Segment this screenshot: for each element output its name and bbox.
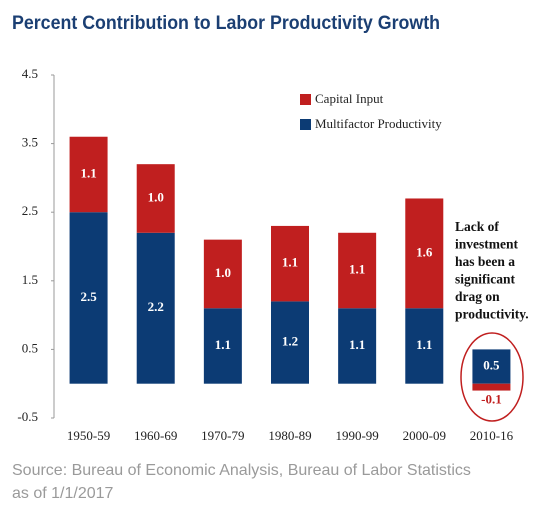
data-label: -0.1 xyxy=(481,392,502,407)
annotation: has been a xyxy=(455,254,515,269)
annotation: drag on xyxy=(455,289,500,304)
data-label: 2.2 xyxy=(148,299,164,314)
data-label: 1.0 xyxy=(215,265,231,280)
y-tick-label: 4.5 xyxy=(22,66,38,81)
bar-segment xyxy=(69,212,108,384)
x-tick-label: 1970-79 xyxy=(201,428,244,443)
data-label: 2.5 xyxy=(80,289,97,304)
bar-segment xyxy=(338,232,377,309)
y-tick-label: 3.5 xyxy=(22,135,38,150)
bar-segment xyxy=(69,136,108,213)
bar-segment xyxy=(405,308,444,384)
x-tick-label: 1980-89 xyxy=(268,428,311,443)
bar-segment xyxy=(472,349,511,384)
legend-label: Capital Input xyxy=(315,91,384,106)
data-label: 1.6 xyxy=(416,244,433,259)
data-label: 0.5 xyxy=(483,358,500,373)
highlight-circle xyxy=(460,332,524,422)
bar-segment xyxy=(136,164,175,233)
annotation: productivity. xyxy=(455,307,529,322)
bar-segment xyxy=(271,301,309,384)
bar-segment xyxy=(472,383,511,391)
x-tick-label: 1990-99 xyxy=(335,428,378,443)
data-label: 1.1 xyxy=(282,255,298,270)
source-note: as of 1/1/2017 xyxy=(12,485,114,502)
data-label: 1.0 xyxy=(148,189,164,204)
y-tick-label: 0.5 xyxy=(22,340,38,355)
data-label: 1.2 xyxy=(282,334,298,349)
data-label: 1.1 xyxy=(349,337,365,352)
legend-swatch xyxy=(300,94,311,105)
y-tick-label: 2.5 xyxy=(22,203,38,218)
bar-segment xyxy=(271,225,309,302)
annotation: significant xyxy=(455,272,516,287)
y-tick-label: -0.5 xyxy=(17,409,38,424)
data-label: 1.1 xyxy=(416,337,432,352)
bar-segment xyxy=(136,232,175,384)
data-label: 1.1 xyxy=(349,261,365,276)
x-tick-label: 1960-69 xyxy=(134,428,177,443)
source-note: Source: Bureau of Economic Analysis, Bur… xyxy=(12,462,471,479)
annotation: Lack of xyxy=(455,219,499,234)
y-tick-label: 1.5 xyxy=(22,272,38,287)
legend-label: Multifactor Productivity xyxy=(315,116,442,131)
chart-title: Percent Contribution to Labor Productivi… xyxy=(12,13,440,34)
x-tick-label: 2000-09 xyxy=(403,428,446,443)
bar-segment xyxy=(405,198,444,309)
bar-segment xyxy=(203,308,242,384)
annotation: investment xyxy=(455,237,518,252)
data-label: 1.1 xyxy=(215,337,231,352)
bar-segment xyxy=(203,239,242,309)
x-tick-label: 1950-59 xyxy=(67,428,110,443)
data-label: 1.1 xyxy=(80,165,96,180)
bar-segment xyxy=(338,308,377,384)
x-tick-label: 2010-16 xyxy=(470,428,514,443)
legend-swatch xyxy=(300,119,311,130)
